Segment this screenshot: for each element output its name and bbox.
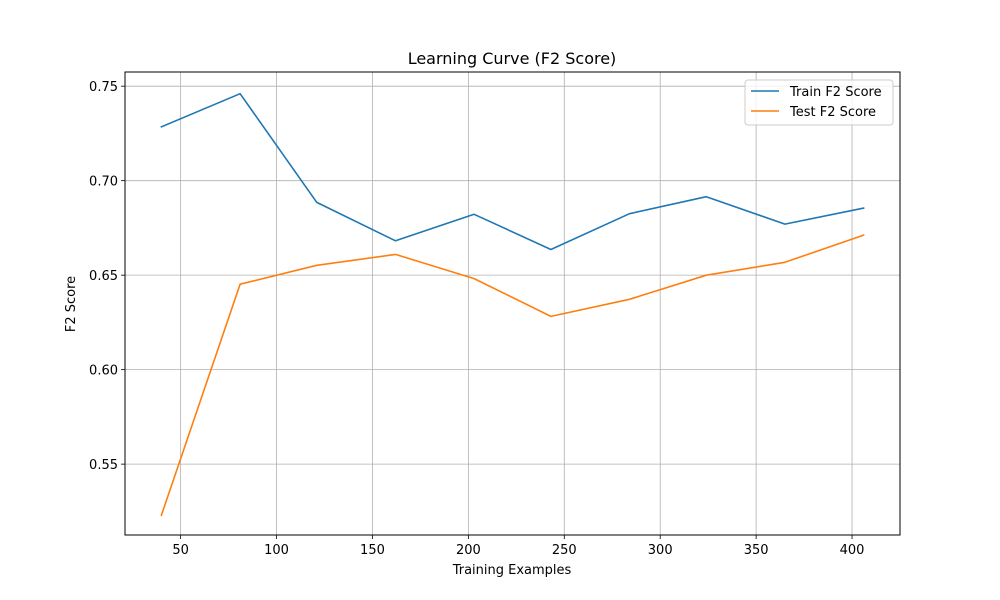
y-axis-title: F2 Score bbox=[64, 276, 79, 332]
x-tick-label: 250 bbox=[552, 543, 577, 558]
series-line-train bbox=[160, 92, 865, 251]
x-tick-label: 200 bbox=[456, 543, 481, 558]
legend: Train F2 Score Test F2 Score bbox=[744, 79, 894, 126]
x-tick-label: 100 bbox=[264, 543, 289, 558]
x-tick-label: 50 bbox=[172, 543, 189, 558]
legend-label-train: Train F2 Score bbox=[789, 85, 882, 100]
y-tick-label: 0.70 bbox=[89, 175, 118, 190]
series-layer bbox=[160, 92, 865, 517]
series-line-test bbox=[160, 234, 865, 517]
y-tick-label: 0.75 bbox=[89, 80, 118, 95]
y-tick-label: 0.65 bbox=[89, 269, 118, 284]
y-tick-label: 0.55 bbox=[89, 458, 118, 473]
legend-label-test: Test F2 Score bbox=[789, 105, 876, 120]
chart-title: Learning Curve (F2 Score) bbox=[408, 49, 617, 68]
x-tick-label: 300 bbox=[648, 543, 673, 558]
x-tick-label: 150 bbox=[360, 543, 385, 558]
x-axis-title: Training Examples bbox=[452, 563, 572, 578]
x-tick-label: 350 bbox=[744, 543, 769, 558]
x-tick-label: 400 bbox=[840, 543, 865, 558]
legend-box bbox=[744, 79, 894, 126]
grid-layer bbox=[125, 72, 900, 535]
tick-layer: 50 100 150 200 250 300 350 400 0.55 0.60 0.65 0.70 0… bbox=[89, 80, 864, 558]
plot-frame bbox=[124, 71, 901, 536]
y-tick-label: 0.60 bbox=[89, 364, 118, 379]
